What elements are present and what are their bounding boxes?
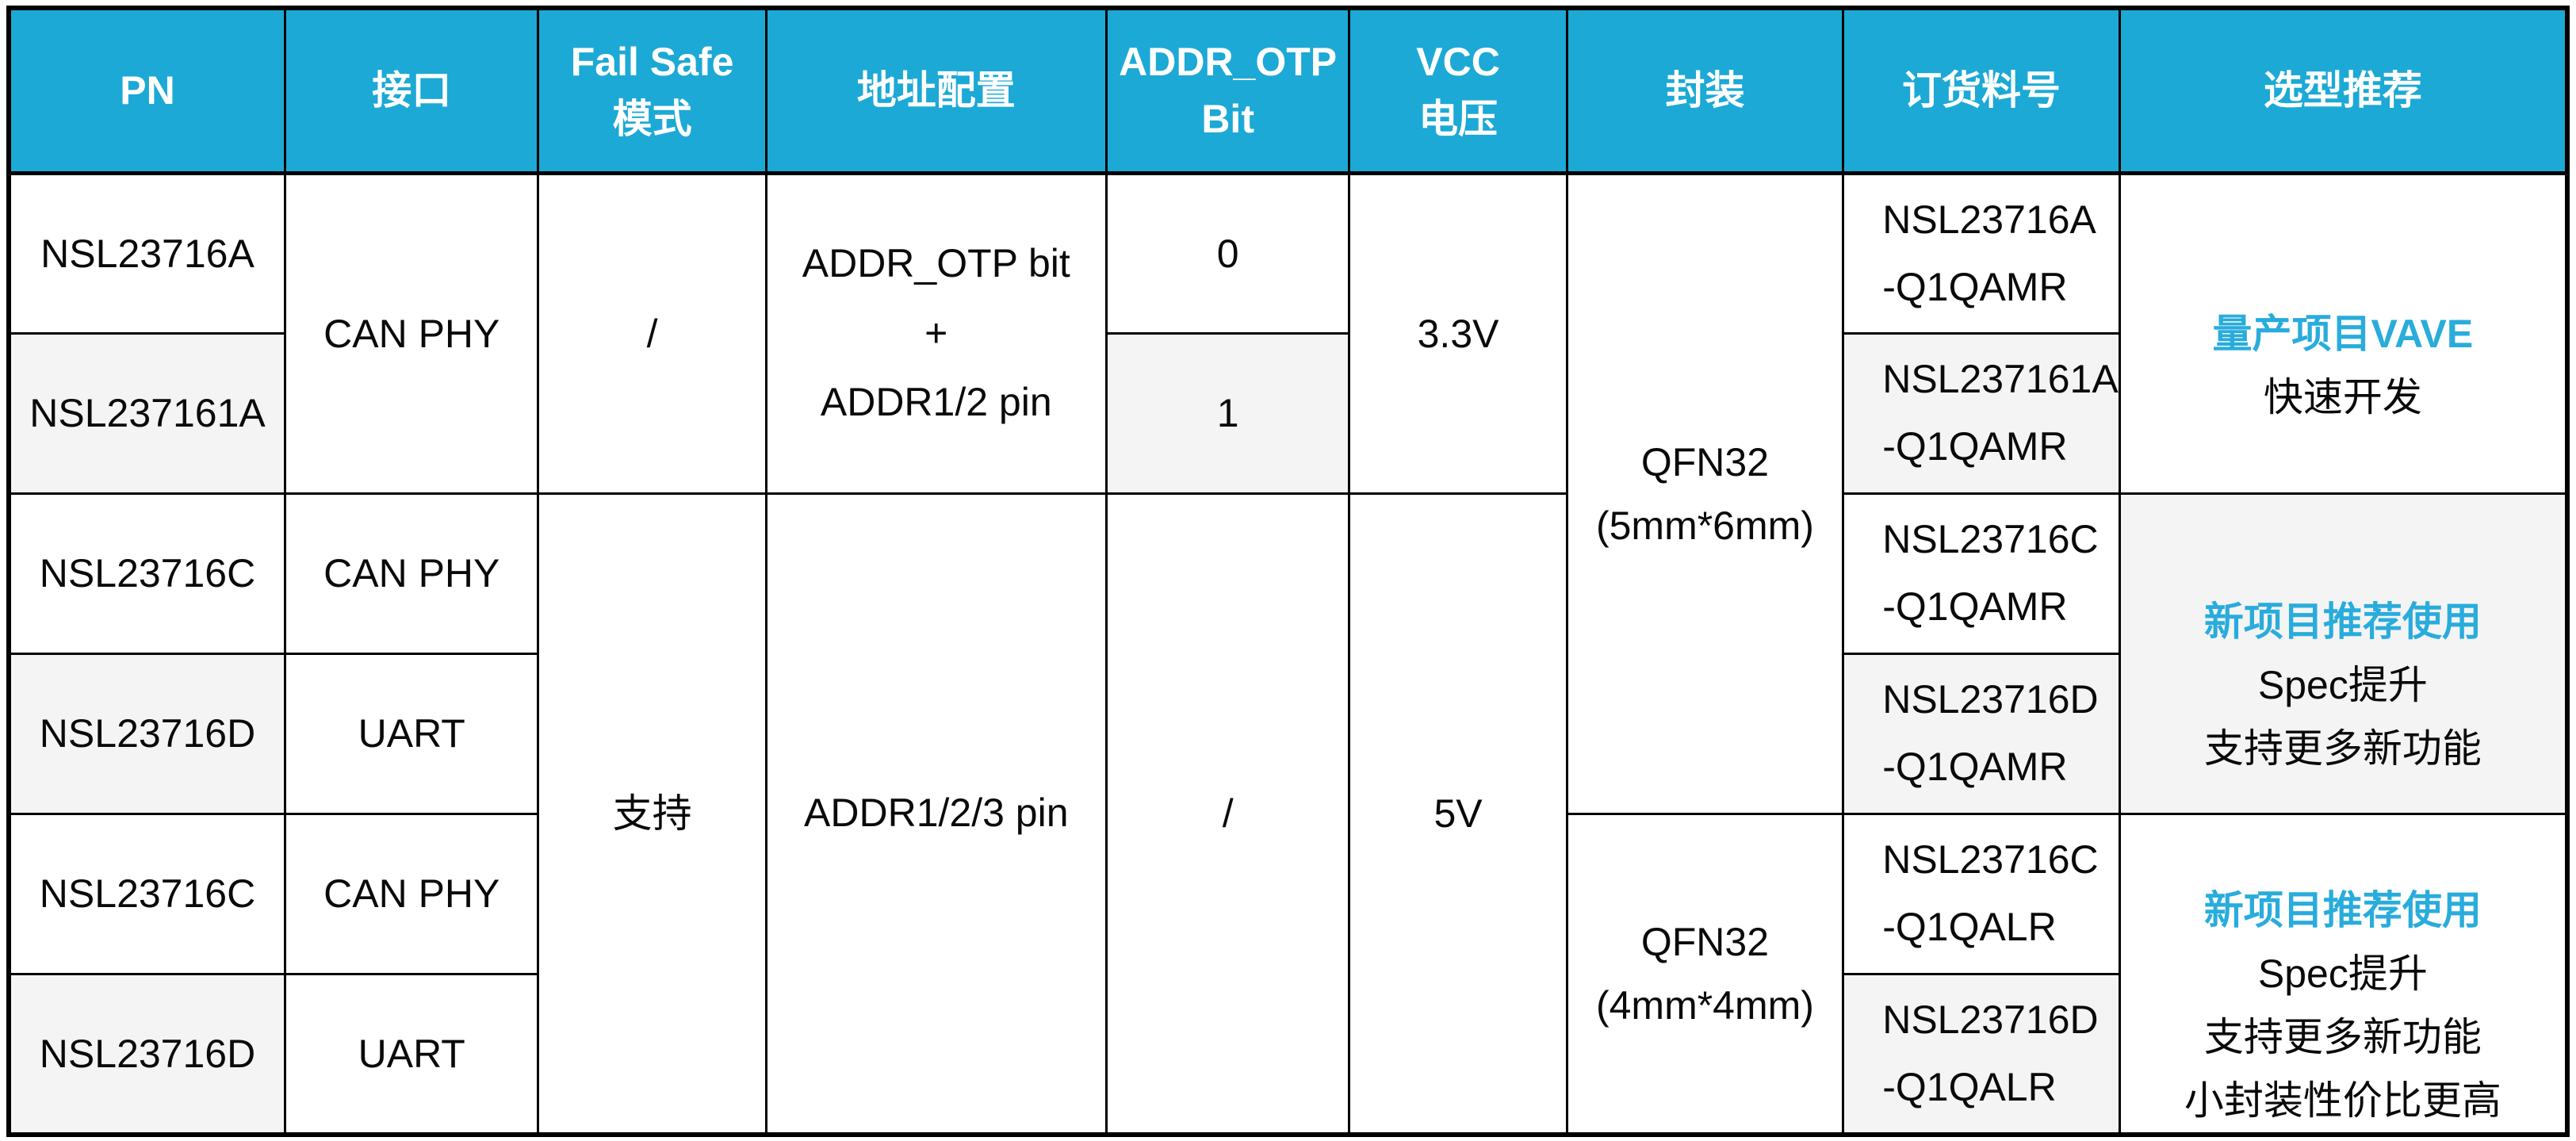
- failsafe-cell-supported-r36: 支持: [537, 492, 767, 1135]
- table-row: NSL23716A CAN PHY / ADDR_OTP bit + ADDR1…: [7, 171, 2569, 815]
- addr-otp-bit-cell-1: 1: [1104, 331, 1351, 495]
- table-row: NSL23716D UART NSL23716D -Q1QALR: [7, 972, 2567, 1136]
- col-header-address-config: 地址配置: [764, 6, 1108, 175]
- col-header-interface: 接口: [284, 6, 540, 175]
- col-header-fail-safe-mode: Fail Safe 模式: [537, 6, 767, 175]
- address-config-cell-r12: ADDR_OTP bit + ADDR1/2 pin: [764, 171, 1108, 495]
- col-header-vcc-voltage: VCC 电压: [1348, 6, 1568, 175]
- recommendation-cell-r12: 量产项目VAVE 快速开发: [2118, 171, 2569, 495]
- col-header-pn: PN: [7, 6, 287, 175]
- interface-cell-can-phy-r12: CAN PHY: [284, 171, 540, 495]
- recommendation-detail: Spec提升 支持更多新功能 小封装性价比更高: [2184, 951, 2501, 1123]
- package-cell-qfn32-4x4: QFN32 (4mm*4mm): [1565, 812, 1845, 1135]
- table-row: NSL23716C CAN PHY 支持 ADDR1/2/3 pin / 5V …: [7, 492, 2569, 1135]
- interface-cell-can-phy-r5: CAN PHY: [284, 812, 540, 975]
- table-header-row: PN 接口 Fail Safe 模式 地址配置 ADDR_OTP Bit VCC…: [7, 6, 2569, 175]
- recommendation-detail: 快速开发: [2263, 374, 2422, 419]
- order-cell-nsl23716d-q1qalr: NSL23716D -Q1QALR: [1842, 972, 2121, 1136]
- vcc-cell-3v3: 3.3V: [1348, 171, 1568, 495]
- table-row: NSL23716C CAN PHY QFN32 (4mm*4mm) NSL237…: [7, 812, 2569, 1135]
- failsafe-cell-none-r12: /: [537, 171, 767, 495]
- addr-otp-bit-cell-none-r36: /: [1104, 492, 1351, 1135]
- recommendation-cell-r34: 新项目推荐使用 Spec提升 支持更多新功能: [2118, 492, 2569, 815]
- col-header-order-part-number: 订货料号: [1842, 6, 2121, 175]
- address-config-cell-r36: ADDR1/2/3 pin: [764, 492, 1108, 1135]
- product-selection-table: PN 接口 Fail Safe 模式 地址配置 ADDR_OTP Bit VCC…: [6, 6, 2570, 1137]
- pn-cell-nsl23716a: NSL23716A: [7, 171, 287, 335]
- package-cell-qfn32-5x6: QFN32 (5mm*6mm): [1565, 171, 1845, 815]
- pn-cell-nsl237161a: NSL237161A: [7, 331, 287, 495]
- interface-cell-uart-r6: UART: [284, 972, 540, 1136]
- table-row: NSL23716D UART NSL23716D -Q1QAMR: [7, 652, 2567, 815]
- table-row: NSL237161A 1 NSL237161A -Q1QAMR: [7, 331, 2567, 495]
- recommendation-detail: Spec提升 支持更多新功能: [2203, 663, 2482, 771]
- pn-cell-nsl23716d-r6: NSL23716D: [7, 972, 287, 1136]
- interface-cell-uart-r4: UART: [284, 652, 540, 815]
- order-cell-nsl23716a-q1qamr: NSL23716A -Q1QAMR: [1842, 171, 2121, 335]
- pn-cell-nsl23716d-r4: NSL23716D: [7, 652, 287, 815]
- recommendation-highlight: 新项目推荐使用: [2203, 887, 2482, 932]
- recommendation-highlight: 量产项目VAVE: [2212, 311, 2474, 356]
- vcc-cell-5v: 5V: [1348, 492, 1568, 1135]
- pn-cell-nsl23716c-r3: NSL23716C: [7, 492, 287, 655]
- order-cell-nsl237161a-q1qamr: NSL237161A -Q1QAMR: [1842, 331, 2121, 495]
- addr-otp-bit-cell-0: 0: [1104, 171, 1351, 335]
- recommendation-highlight: 新项目推荐使用: [2203, 599, 2482, 644]
- recommendation-cell-r56: 新项目推荐使用 Spec提升 支持更多新功能 小封装性价比更高: [2118, 812, 2569, 1135]
- col-header-addr-otp-bit: ADDR_OTP Bit: [1104, 6, 1351, 175]
- col-header-selection-recommendation: 选型推荐: [2118, 6, 2569, 175]
- order-cell-nsl23716d-q1qamr: NSL23716D -Q1QAMR: [1842, 652, 2121, 815]
- col-header-package: 封装: [1565, 6, 1845, 175]
- order-cell-nsl23716c-q1qalr: NSL23716C -Q1QALR: [1842, 812, 2121, 975]
- pn-cell-nsl23716c-r5: NSL23716C: [7, 812, 287, 975]
- order-cell-nsl23716c-q1qamr: NSL23716C -Q1QAMR: [1842, 492, 2121, 655]
- interface-cell-can-phy-r3: CAN PHY: [284, 492, 540, 655]
